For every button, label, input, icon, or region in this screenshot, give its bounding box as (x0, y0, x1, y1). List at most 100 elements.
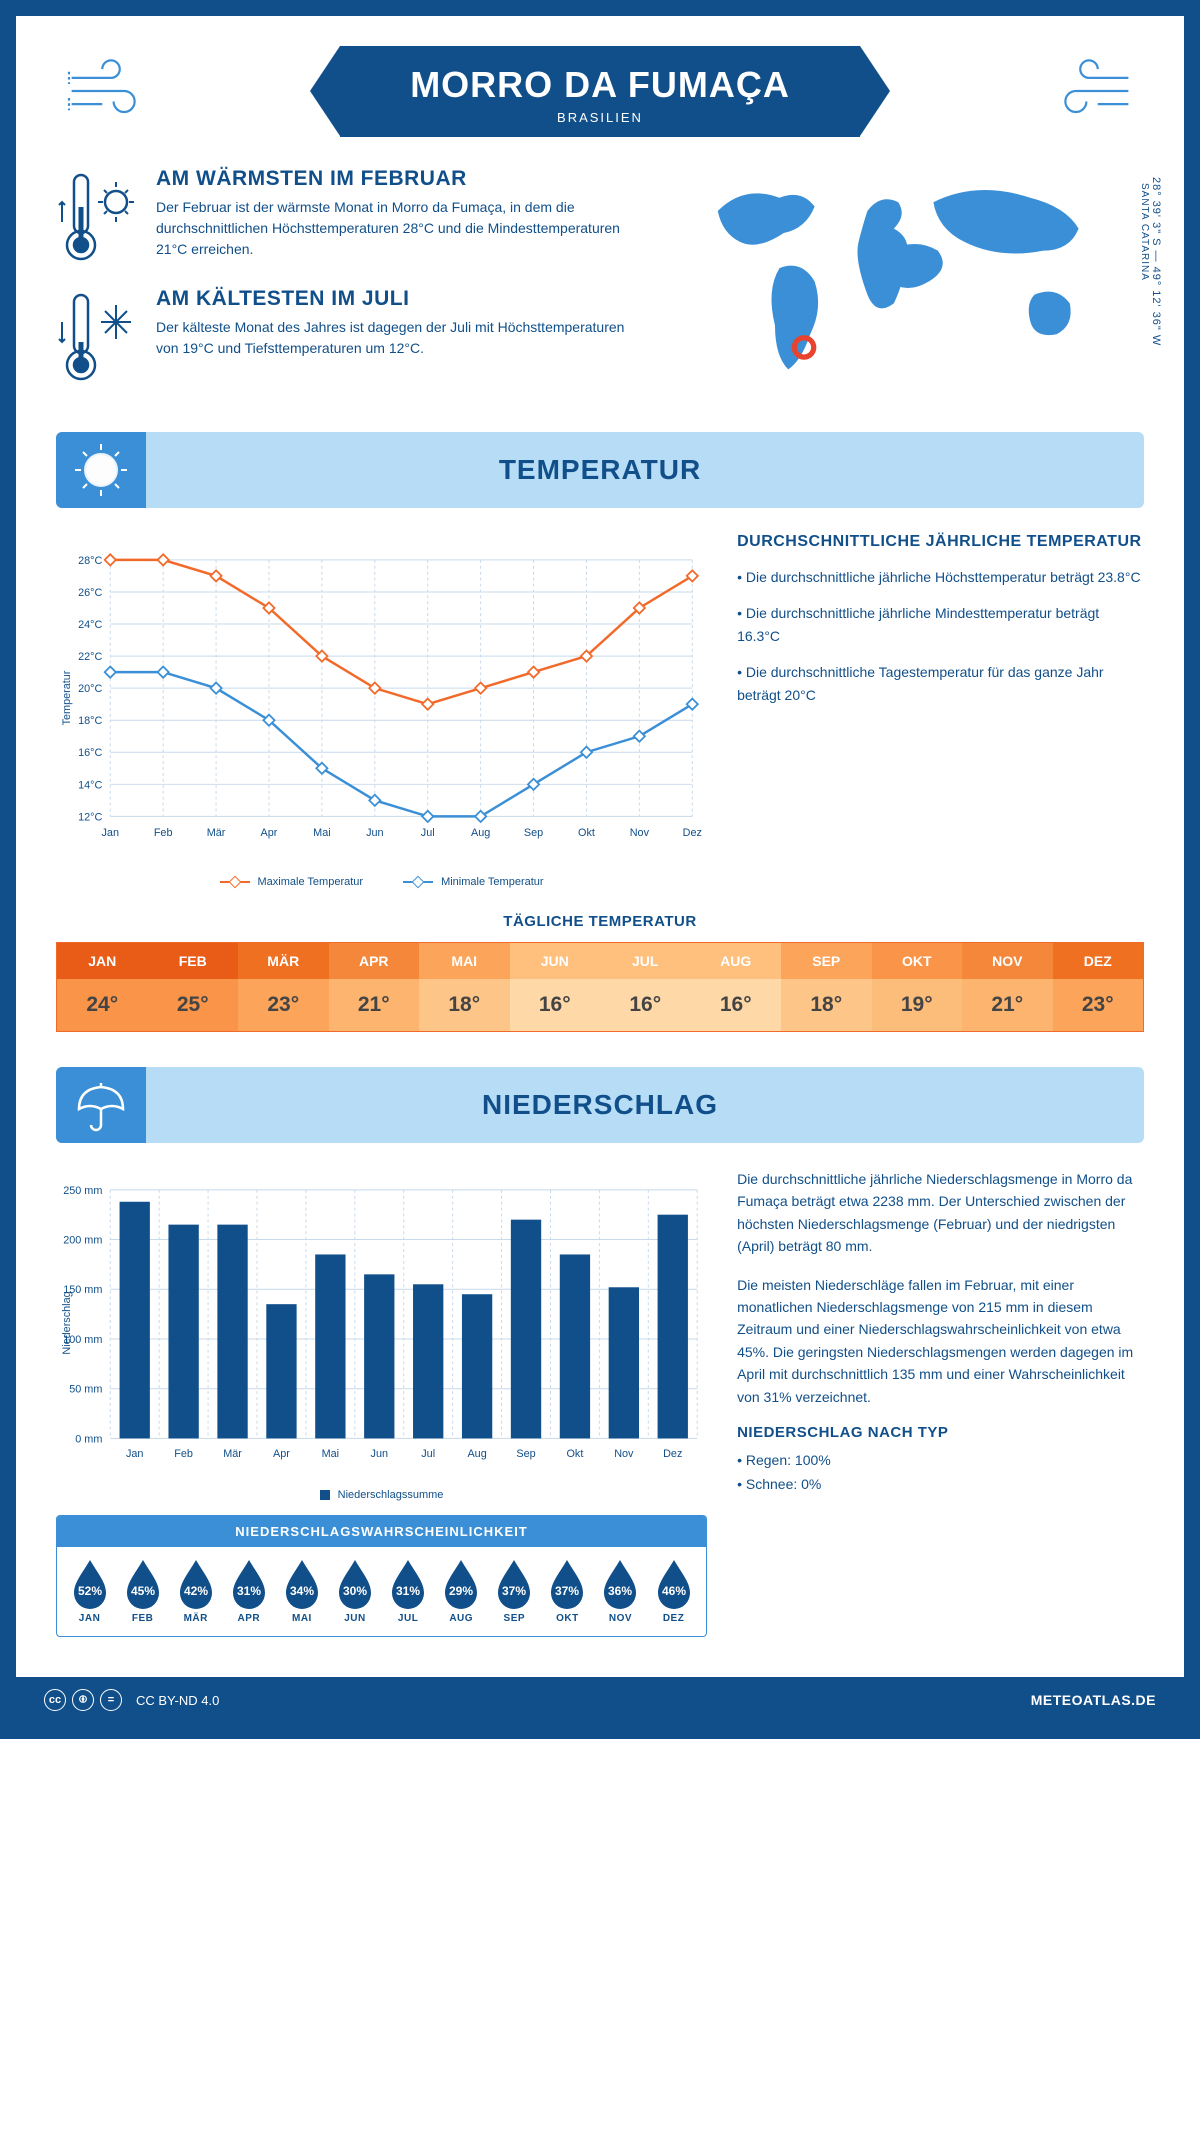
svg-text:34%: 34% (290, 1584, 314, 1598)
precip-sidebar: Die durchschnittliche jährliche Niedersc… (737, 1168, 1144, 1637)
prob-cell: 29%AUG (435, 1557, 488, 1624)
svg-text:Mai: Mai (313, 827, 330, 839)
svg-text:0 mm: 0 mm (75, 1433, 102, 1445)
svg-text:Feb: Feb (154, 827, 173, 839)
svg-text:36%: 36% (608, 1584, 632, 1598)
svg-text:Aug: Aug (471, 827, 490, 839)
svg-text:12°C: 12°C (78, 811, 102, 823)
section-title-precip: NIEDERSCHLAG (56, 1089, 1144, 1121)
prob-cell: 34%MAI (275, 1557, 328, 1624)
svg-text:Nov: Nov (614, 1448, 634, 1460)
thermometer-cold-icon (56, 287, 141, 387)
svg-text:Aug: Aug (467, 1448, 486, 1460)
daily-col: OKT19° (872, 943, 963, 1031)
svg-text:30%: 30% (343, 1584, 367, 1598)
temp-sidebar-title: DURCHSCHNITTLICHE JÄHRLICHE TEMPERATUR (737, 533, 1144, 551)
svg-text:16°C: 16°C (78, 747, 102, 759)
svg-text:31%: 31% (237, 1584, 261, 1598)
site-name: METEOATLAS.DE (1031, 1692, 1156, 1708)
coldest-summary: AM KÄLTESTEN IM JULI Der kälteste Monat … (56, 287, 636, 387)
svg-text:Feb: Feb (174, 1448, 193, 1460)
svg-text:Okt: Okt (578, 827, 595, 839)
svg-text:29%: 29% (449, 1584, 473, 1598)
svg-text:Sep: Sep (524, 827, 543, 839)
svg-text:Temperatur: Temperatur (61, 670, 73, 725)
warmest-text: Der Februar ist der wärmste Monat in Mor… (156, 197, 636, 260)
svg-text:24°C: 24°C (78, 619, 102, 631)
daily-temp-table: JAN24°FEB25°MÄR23°APR21°MAI18°JUN16°JUL1… (56, 942, 1144, 1032)
svg-text:Jan: Jan (102, 827, 119, 839)
prob-cell: 37%SEP (488, 1557, 541, 1624)
svg-text:14°C: 14°C (78, 779, 102, 791)
prob-cell: 37%OKT (541, 1557, 594, 1624)
precip-legend: Niederschlagssumme (56, 1489, 707, 1501)
precip-bytype-title: NIEDERSCHLAG NACH TYP (737, 1424, 1144, 1441)
prob-cell: 46%DEZ (647, 1557, 700, 1624)
temp-legend: Maximale Temperatur Minimale Temperatur (56, 876, 707, 888)
warmest-title: AM WÄRMSTEN IM FEBRUAR (156, 167, 636, 191)
temp-sidebar: DURCHSCHNITTLICHE JÄHRLICHE TEMPERATUR •… (737, 533, 1144, 888)
coldest-title: AM KÄLTESTEN IM JULI (156, 287, 636, 311)
svg-text:22°C: 22°C (78, 651, 102, 663)
svg-text:Dez: Dez (683, 827, 702, 839)
daily-temp-title: TÄGLICHE TEMPERATUR (56, 913, 1144, 930)
svg-text:Mär: Mär (223, 1448, 242, 1460)
header: MORRO DA FUMAÇA BRASILIEN (56, 46, 1144, 137)
svg-text:Okt: Okt (566, 1448, 583, 1460)
page-subtitle: BRASILIEN (410, 110, 790, 125)
prob-cell: 31%APR (222, 1557, 275, 1624)
daily-col: MAI18° (419, 943, 510, 1031)
license-badge: cc🅯= CC BY-ND 4.0 (44, 1689, 219, 1711)
infographic-page: MORRO DA FUMAÇA BRASILIEN AM WÄRM (0, 0, 1200, 1739)
svg-text:18°C: 18°C (78, 715, 102, 727)
svg-text:Niederschlag: Niederschlag (61, 1291, 73, 1354)
umbrella-icon (71, 1075, 131, 1135)
daily-col: FEB25° (148, 943, 239, 1031)
temperature-chart: 12°C14°C16°C18°C20°C22°C24°C26°C28°CJanF… (56, 533, 707, 888)
svg-text:Nov: Nov (630, 827, 650, 839)
warmest-summary: AM WÄRMSTEN IM FEBRUAR Der Februar ist d… (56, 167, 636, 267)
svg-text:Sep: Sep (516, 1448, 535, 1460)
thermometer-hot-icon (56, 167, 141, 267)
probability-title: NIEDERSCHLAGSWAHRSCHEINLICHKEIT (57, 1516, 706, 1547)
page-title: MORRO DA FUMAÇA (410, 64, 790, 106)
svg-text:37%: 37% (502, 1584, 526, 1598)
svg-text:26°C: 26°C (78, 587, 102, 599)
daily-col: SEP18° (781, 943, 872, 1031)
probability-box: NIEDERSCHLAGSWAHRSCHEINLICHKEIT 52%JAN45… (56, 1515, 707, 1637)
svg-text:Jul: Jul (421, 827, 435, 839)
svg-text:45%: 45% (131, 1584, 155, 1598)
svg-text:37%: 37% (555, 1584, 579, 1598)
svg-text:200 mm: 200 mm (63, 1234, 102, 1246)
footer: cc🅯= CC BY-ND 4.0 METEOATLAS.DE (16, 1677, 1184, 1723)
svg-text:Jun: Jun (366, 827, 383, 839)
svg-text:Dez: Dez (663, 1448, 682, 1460)
daily-col: JUN16° (510, 943, 601, 1031)
svg-text:Apr: Apr (273, 1448, 290, 1460)
section-title-temp: TEMPERATUR (56, 454, 1144, 486)
daily-col: NOV21° (962, 943, 1053, 1031)
coldest-text: Der kälteste Monat des Jahres ist dagege… (156, 317, 636, 359)
daily-col: JAN24° (57, 943, 148, 1031)
daily-col: AUG16° (691, 943, 782, 1031)
daily-col: DEZ23° (1053, 943, 1144, 1031)
daily-col: JUL16° (600, 943, 691, 1031)
prob-cell: 45%FEB (116, 1557, 169, 1624)
svg-text:Jun: Jun (371, 1448, 388, 1460)
prob-cell: 31%JUL (382, 1557, 435, 1624)
svg-text:Mär: Mär (207, 827, 226, 839)
title-banner: MORRO DA FUMAÇA BRASILIEN (340, 46, 860, 137)
svg-text:52%: 52% (78, 1584, 102, 1598)
wind-icon (66, 56, 156, 126)
prob-cell: 52%JAN (63, 1557, 116, 1624)
sun-icon (71, 440, 131, 500)
intro-section: AM WÄRMSTEN IM FEBRUAR Der Februar ist d… (56, 167, 1144, 407)
world-map: 28° 39' 3" S — 49° 12' 36" W SANTA CATAR… (661, 167, 1144, 407)
svg-text:50 mm: 50 mm (69, 1384, 102, 1396)
wind-icon (1044, 56, 1134, 126)
svg-text:31%: 31% (396, 1584, 420, 1598)
svg-text:250 mm: 250 mm (63, 1185, 102, 1197)
daily-col: APR21° (329, 943, 420, 1031)
svg-text:Apr: Apr (261, 827, 278, 839)
svg-text:42%: 42% (184, 1584, 208, 1598)
